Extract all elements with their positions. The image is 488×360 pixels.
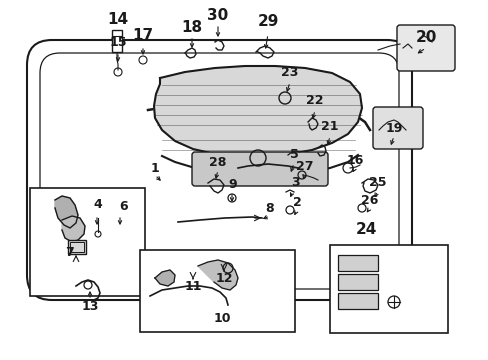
Text: 22: 22 xyxy=(305,94,323,107)
Text: 10: 10 xyxy=(213,311,230,324)
Text: 20: 20 xyxy=(414,31,436,45)
Text: 4: 4 xyxy=(93,198,102,211)
Bar xyxy=(112,30,122,52)
Text: 19: 19 xyxy=(385,122,402,135)
Text: 25: 25 xyxy=(368,176,386,189)
Text: 12: 12 xyxy=(215,271,232,284)
Text: 14: 14 xyxy=(107,13,128,27)
Text: 30: 30 xyxy=(207,8,228,22)
Text: 13: 13 xyxy=(81,300,99,312)
FancyBboxPatch shape xyxy=(372,107,422,149)
Text: 2: 2 xyxy=(292,195,301,208)
Text: 11: 11 xyxy=(184,280,202,293)
Text: 17: 17 xyxy=(132,28,153,44)
Bar xyxy=(140,250,294,332)
Text: 28: 28 xyxy=(209,156,226,168)
Polygon shape xyxy=(154,66,361,156)
Text: 5: 5 xyxy=(289,148,298,162)
Text: 3: 3 xyxy=(290,176,299,189)
Text: 6: 6 xyxy=(120,201,128,213)
Text: 8: 8 xyxy=(265,202,274,215)
Text: 9: 9 xyxy=(228,177,237,190)
Bar xyxy=(337,293,377,309)
FancyBboxPatch shape xyxy=(396,25,454,71)
Bar xyxy=(329,245,447,333)
Text: 1: 1 xyxy=(150,162,159,175)
Text: 26: 26 xyxy=(361,194,378,207)
Bar xyxy=(68,240,86,254)
Text: 18: 18 xyxy=(181,19,202,35)
Text: 29: 29 xyxy=(257,14,278,30)
Polygon shape xyxy=(55,196,78,228)
Text: 15: 15 xyxy=(109,36,126,49)
Text: 27: 27 xyxy=(296,161,313,174)
Text: 21: 21 xyxy=(321,121,338,134)
Polygon shape xyxy=(198,260,238,290)
Bar xyxy=(337,255,377,271)
Text: 24: 24 xyxy=(355,222,376,238)
Polygon shape xyxy=(155,270,175,286)
Polygon shape xyxy=(62,216,85,242)
Text: 7: 7 xyxy=(64,246,73,258)
Bar xyxy=(30,188,145,296)
Text: 23: 23 xyxy=(281,66,298,78)
FancyBboxPatch shape xyxy=(192,152,327,186)
Text: 16: 16 xyxy=(346,153,363,166)
Bar xyxy=(70,242,84,252)
Bar xyxy=(337,274,377,290)
